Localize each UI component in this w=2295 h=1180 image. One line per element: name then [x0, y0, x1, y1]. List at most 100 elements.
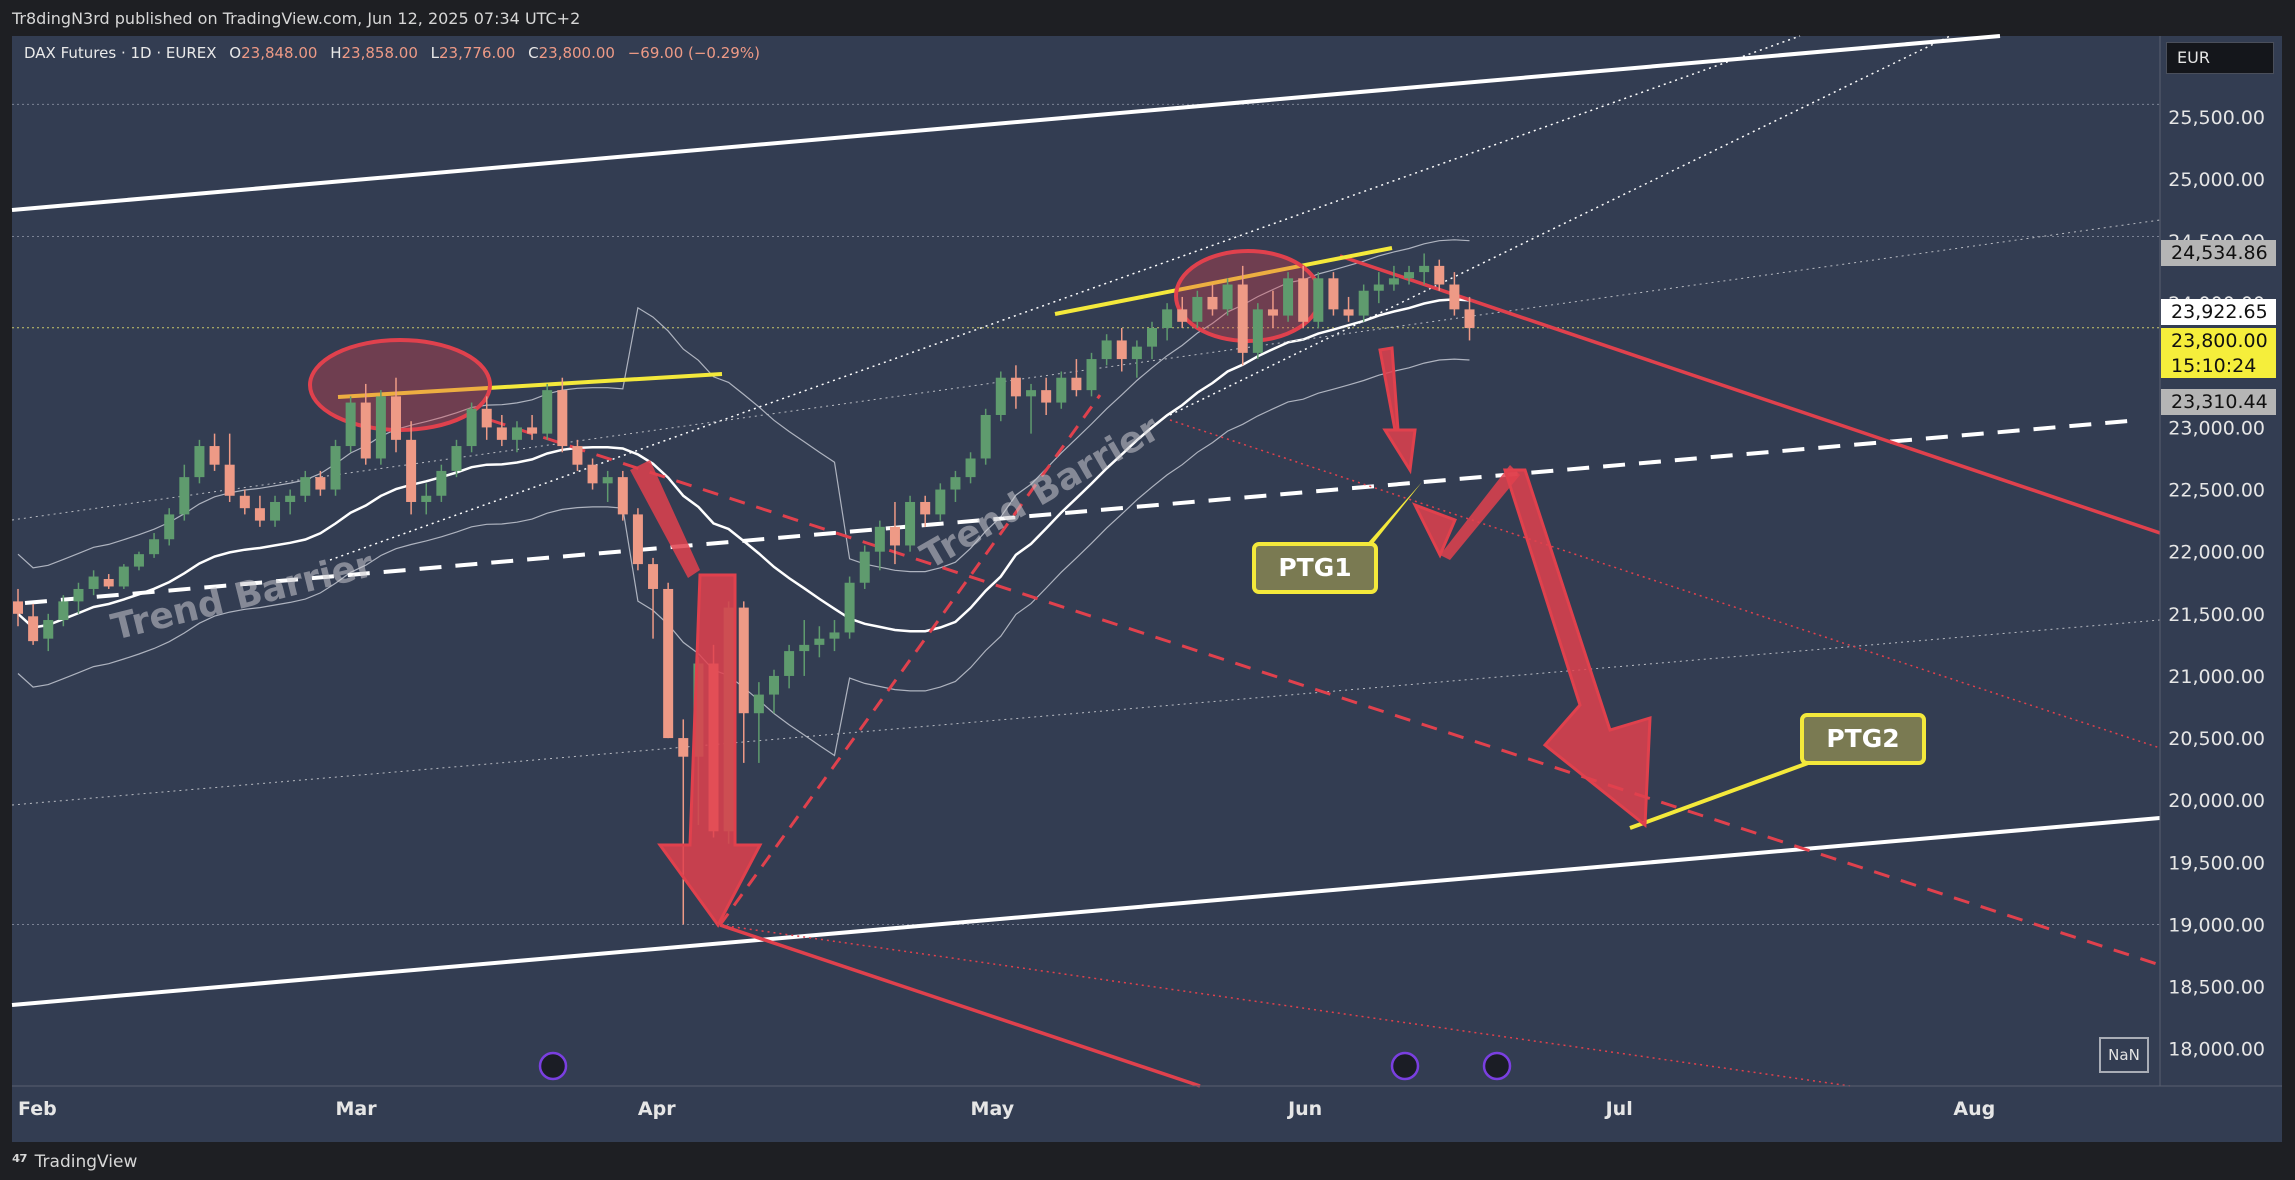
- candle-body: [1056, 377, 1067, 403]
- candle-body: [345, 402, 356, 447]
- down-arrow-small: [630, 460, 700, 578]
- candle-body: [466, 408, 477, 447]
- flash-icon: [1390, 1051, 1420, 1081]
- dotted-guide: [11, 219, 2161, 521]
- candle-body: [194, 446, 205, 478]
- candle-body: [678, 738, 689, 757]
- tradingview-logo-icon: ⁴⁷: [12, 1151, 28, 1173]
- channel-lower-line: [11, 816, 2161, 1007]
- candle-body: [1267, 309, 1278, 316]
- candle-body: [1116, 340, 1127, 360]
- candle-body: [375, 396, 386, 459]
- footer-brand: TradingView: [34, 1152, 138, 1172]
- red-dashed-line: [718, 394, 1102, 926]
- candle-body: [1388, 278, 1399, 285]
- ohlc-legend: DAX Futures · 1D · EUREX O23,848.00 H23,…: [24, 44, 760, 62]
- nan-button[interactable]: NaN: [2099, 1037, 2149, 1073]
- y-tick-label: 18,000.00: [2168, 1039, 2265, 1061]
- trend-barrier-line: [24, 418, 2141, 605]
- candle-body: [935, 489, 946, 515]
- publish-header: Tr8dingN3rd published on TradingView.com…: [12, 9, 581, 28]
- dotted-trend-line: [329, 35, 1801, 561]
- candle-body: [285, 495, 296, 502]
- candle-body: [1010, 377, 1021, 397]
- ptg1-label: PTG1: [1252, 542, 1378, 594]
- channel-upper-line: [11, 34, 2001, 212]
- x-tick-label: May: [971, 1098, 1015, 1120]
- candle-body: [1147, 328, 1157, 347]
- candle-body: [209, 446, 220, 465]
- low-value: 23,776.00: [439, 44, 516, 62]
- chart-pane[interactable]: [12, 36, 2282, 1142]
- candle-body: [103, 579, 114, 587]
- candle-body: [829, 632, 840, 639]
- candle-body: [738, 607, 749, 714]
- candle-body: [406, 439, 417, 502]
- candle-body: [254, 508, 265, 521]
- yellow-resistance-line: [337, 372, 723, 399]
- ptg2-label: PTG2: [1800, 713, 1926, 765]
- candle-body: [1207, 296, 1218, 310]
- candle-body: [451, 446, 462, 471]
- candle-body: [239, 495, 250, 509]
- candle-body: [391, 396, 401, 440]
- price-tag-last: 23,800.00: [2161, 328, 2276, 354]
- candle-body: [980, 414, 991, 459]
- candle-body: [270, 501, 281, 521]
- candle-body: [330, 446, 341, 490]
- time-axis: Feb Mar Apr May Jun Jul Aug: [12, 1085, 2282, 1120]
- candle-body: [1313, 278, 1324, 322]
- candle-body: [814, 638, 825, 645]
- candle-body: [557, 390, 568, 447]
- open-label: O: [229, 44, 242, 62]
- event-markers: [538, 1051, 1512, 1081]
- zigzag-arrow: [1411, 502, 1457, 559]
- candle-body: [965, 458, 976, 478]
- candle-body: [1071, 377, 1082, 391]
- candle-body: [769, 675, 779, 695]
- dividend-icon: [538, 1051, 568, 1081]
- candle-body: [1041, 390, 1052, 403]
- candle-body: [1298, 278, 1309, 322]
- candle-body: [1358, 290, 1369, 316]
- candle-body: [118, 566, 129, 587]
- price-tag-lower: 23,310.44: [2161, 389, 2276, 415]
- y-tick-label: 25,000.00: [2168, 169, 2265, 191]
- close-value: 23,800.00: [538, 44, 615, 62]
- candle-body: [1373, 284, 1384, 291]
- candle-body: [421, 495, 432, 502]
- candle-body: [587, 464, 598, 484]
- y-tick-label: 18,500.00: [2168, 977, 2265, 999]
- candle-body: [1252, 309, 1263, 353]
- red-support-line: [719, 923, 1201, 1088]
- high-label: H: [330, 44, 342, 62]
- symbol-name: DAX Futures · 1D · EUREX: [24, 44, 217, 62]
- candle-body: [360, 402, 371, 459]
- candle-body: [1192, 296, 1203, 322]
- candle-body: [73, 588, 84, 602]
- zigzag-up: [1440, 465, 1520, 560]
- yellow-resistance-line: [1054, 246, 1393, 316]
- price-tag-countdown: 15:10:24: [2161, 354, 2276, 378]
- x-tick-label: Aug: [1953, 1098, 1995, 1120]
- candle-body: [133, 554, 144, 567]
- candle-body: [1434, 265, 1445, 285]
- candle-body: [1222, 284, 1233, 310]
- grid: [12, 103, 2160, 925]
- y-tick-label: 19,500.00: [2168, 852, 2265, 874]
- candle-body: [844, 582, 855, 633]
- currency-selector[interactable]: EUR: [2166, 42, 2274, 74]
- y-tick-label: 25,500.00: [2168, 107, 2265, 129]
- x-tick-label: Feb: [18, 1098, 57, 1120]
- candle-body: [1101, 340, 1112, 360]
- candle-body: [753, 694, 764, 714]
- x-tick-label: Jun: [1286, 1098, 1322, 1120]
- low-label: L: [430, 44, 439, 62]
- down-arrow-ptg1: [1378, 346, 1417, 475]
- candle-body: [1177, 309, 1188, 322]
- candle-body: [859, 551, 870, 583]
- candle-body: [1419, 265, 1430, 273]
- y-tick-label: 20,500.00: [2168, 728, 2265, 750]
- candle-body: [1343, 309, 1354, 316]
